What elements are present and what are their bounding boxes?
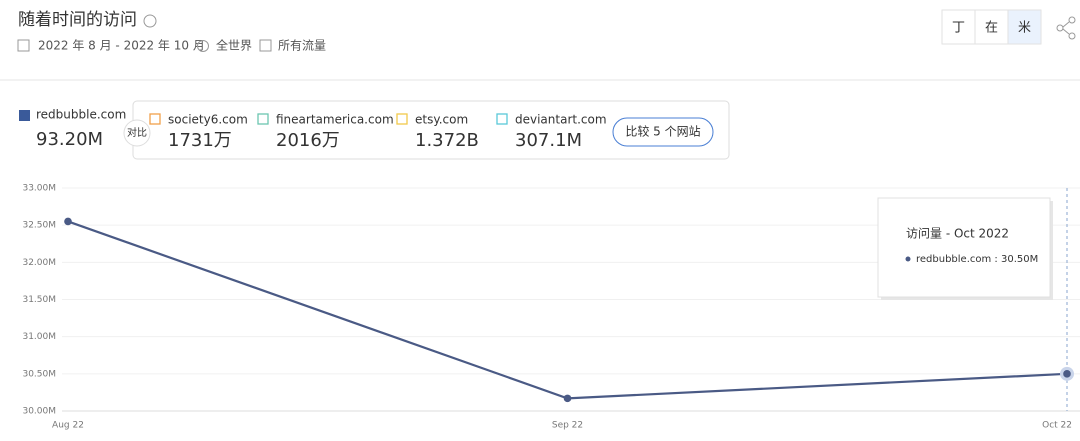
share-icon[interactable] bbox=[1056, 16, 1076, 40]
y-tick-label: 30.00M bbox=[22, 407, 56, 417]
y-tick-label: 31.00M bbox=[22, 332, 56, 342]
competitor-checkbox[interactable] bbox=[149, 113, 161, 125]
competitor-value: 307.1M bbox=[515, 130, 582, 151]
view-button[interactable] bbox=[941, 9, 976, 45]
view-button-label[interactable]: 丁 bbox=[952, 21, 965, 36]
main-site-value: 93.20M bbox=[36, 129, 103, 150]
tooltip-title: 访问量 - Oct 2022 bbox=[906, 227, 1009, 241]
y-tick-label: 33.00M bbox=[22, 184, 56, 194]
x-tick-label: Aug 22 bbox=[52, 421, 84, 431]
calendar-icon bbox=[17, 39, 30, 52]
point bbox=[64, 217, 72, 226]
competitor-name: society6.com bbox=[168, 113, 248, 127]
page-title: 随着时间的访问 bbox=[18, 10, 137, 30]
competitor-name: fineartamerica.com bbox=[276, 113, 394, 127]
competitor-value: 2016万 bbox=[276, 130, 340, 151]
competitor-checkbox[interactable] bbox=[496, 113, 508, 125]
y-tick-label: 30.50M bbox=[22, 369, 56, 379]
compare-badge bbox=[123, 119, 151, 147]
y-tick-label: 32.00M bbox=[22, 258, 56, 268]
x-tick-label: Oct 22 bbox=[1042, 421, 1072, 431]
globe-icon bbox=[197, 40, 209, 52]
point bbox=[1063, 370, 1071, 378]
competitor-name: deviantart.com bbox=[515, 113, 607, 127]
info-icon[interactable] bbox=[143, 14, 157, 28]
view-button-label[interactable]: 米 bbox=[1018, 21, 1031, 36]
point bbox=[563, 394, 572, 403]
view-button-label[interactable]: 在 bbox=[985, 21, 998, 36]
y-tick-label: 32.50M bbox=[22, 221, 56, 231]
main-site-name: redbubble.com bbox=[36, 108, 126, 122]
main-checkbox[interactable] bbox=[19, 110, 30, 121]
tooltip-dot bbox=[905, 256, 911, 262]
competitor-value: 1.372B bbox=[415, 130, 479, 151]
date-range: 2022 年 8 月 - 2022 年 10 月 bbox=[38, 39, 205, 53]
competitor-checkbox[interactable] bbox=[396, 113, 408, 125]
tooltip bbox=[877, 197, 1051, 298]
y-tick-label: 31.50M bbox=[22, 295, 56, 305]
compare-button-label[interactable]: 比较 5 个网站 bbox=[625, 124, 700, 139]
x-tick-label: Sep 22 bbox=[552, 421, 583, 431]
competitor-checkbox[interactable] bbox=[257, 113, 269, 125]
competitor-value: 1731万 bbox=[168, 130, 232, 151]
tooltip-text: redbubble.com : 30.50M bbox=[916, 254, 1038, 265]
region: 全世界 bbox=[216, 38, 252, 53]
view-button[interactable] bbox=[974, 9, 1009, 45]
traffic-icon bbox=[259, 39, 272, 52]
traffic: 所有流量 bbox=[278, 39, 326, 53]
view-button[interactable] bbox=[1007, 9, 1042, 45]
compare-label: 对比 bbox=[127, 126, 147, 139]
competitor-name: etsy.com bbox=[415, 113, 468, 127]
compare-button[interactable] bbox=[612, 117, 714, 147]
